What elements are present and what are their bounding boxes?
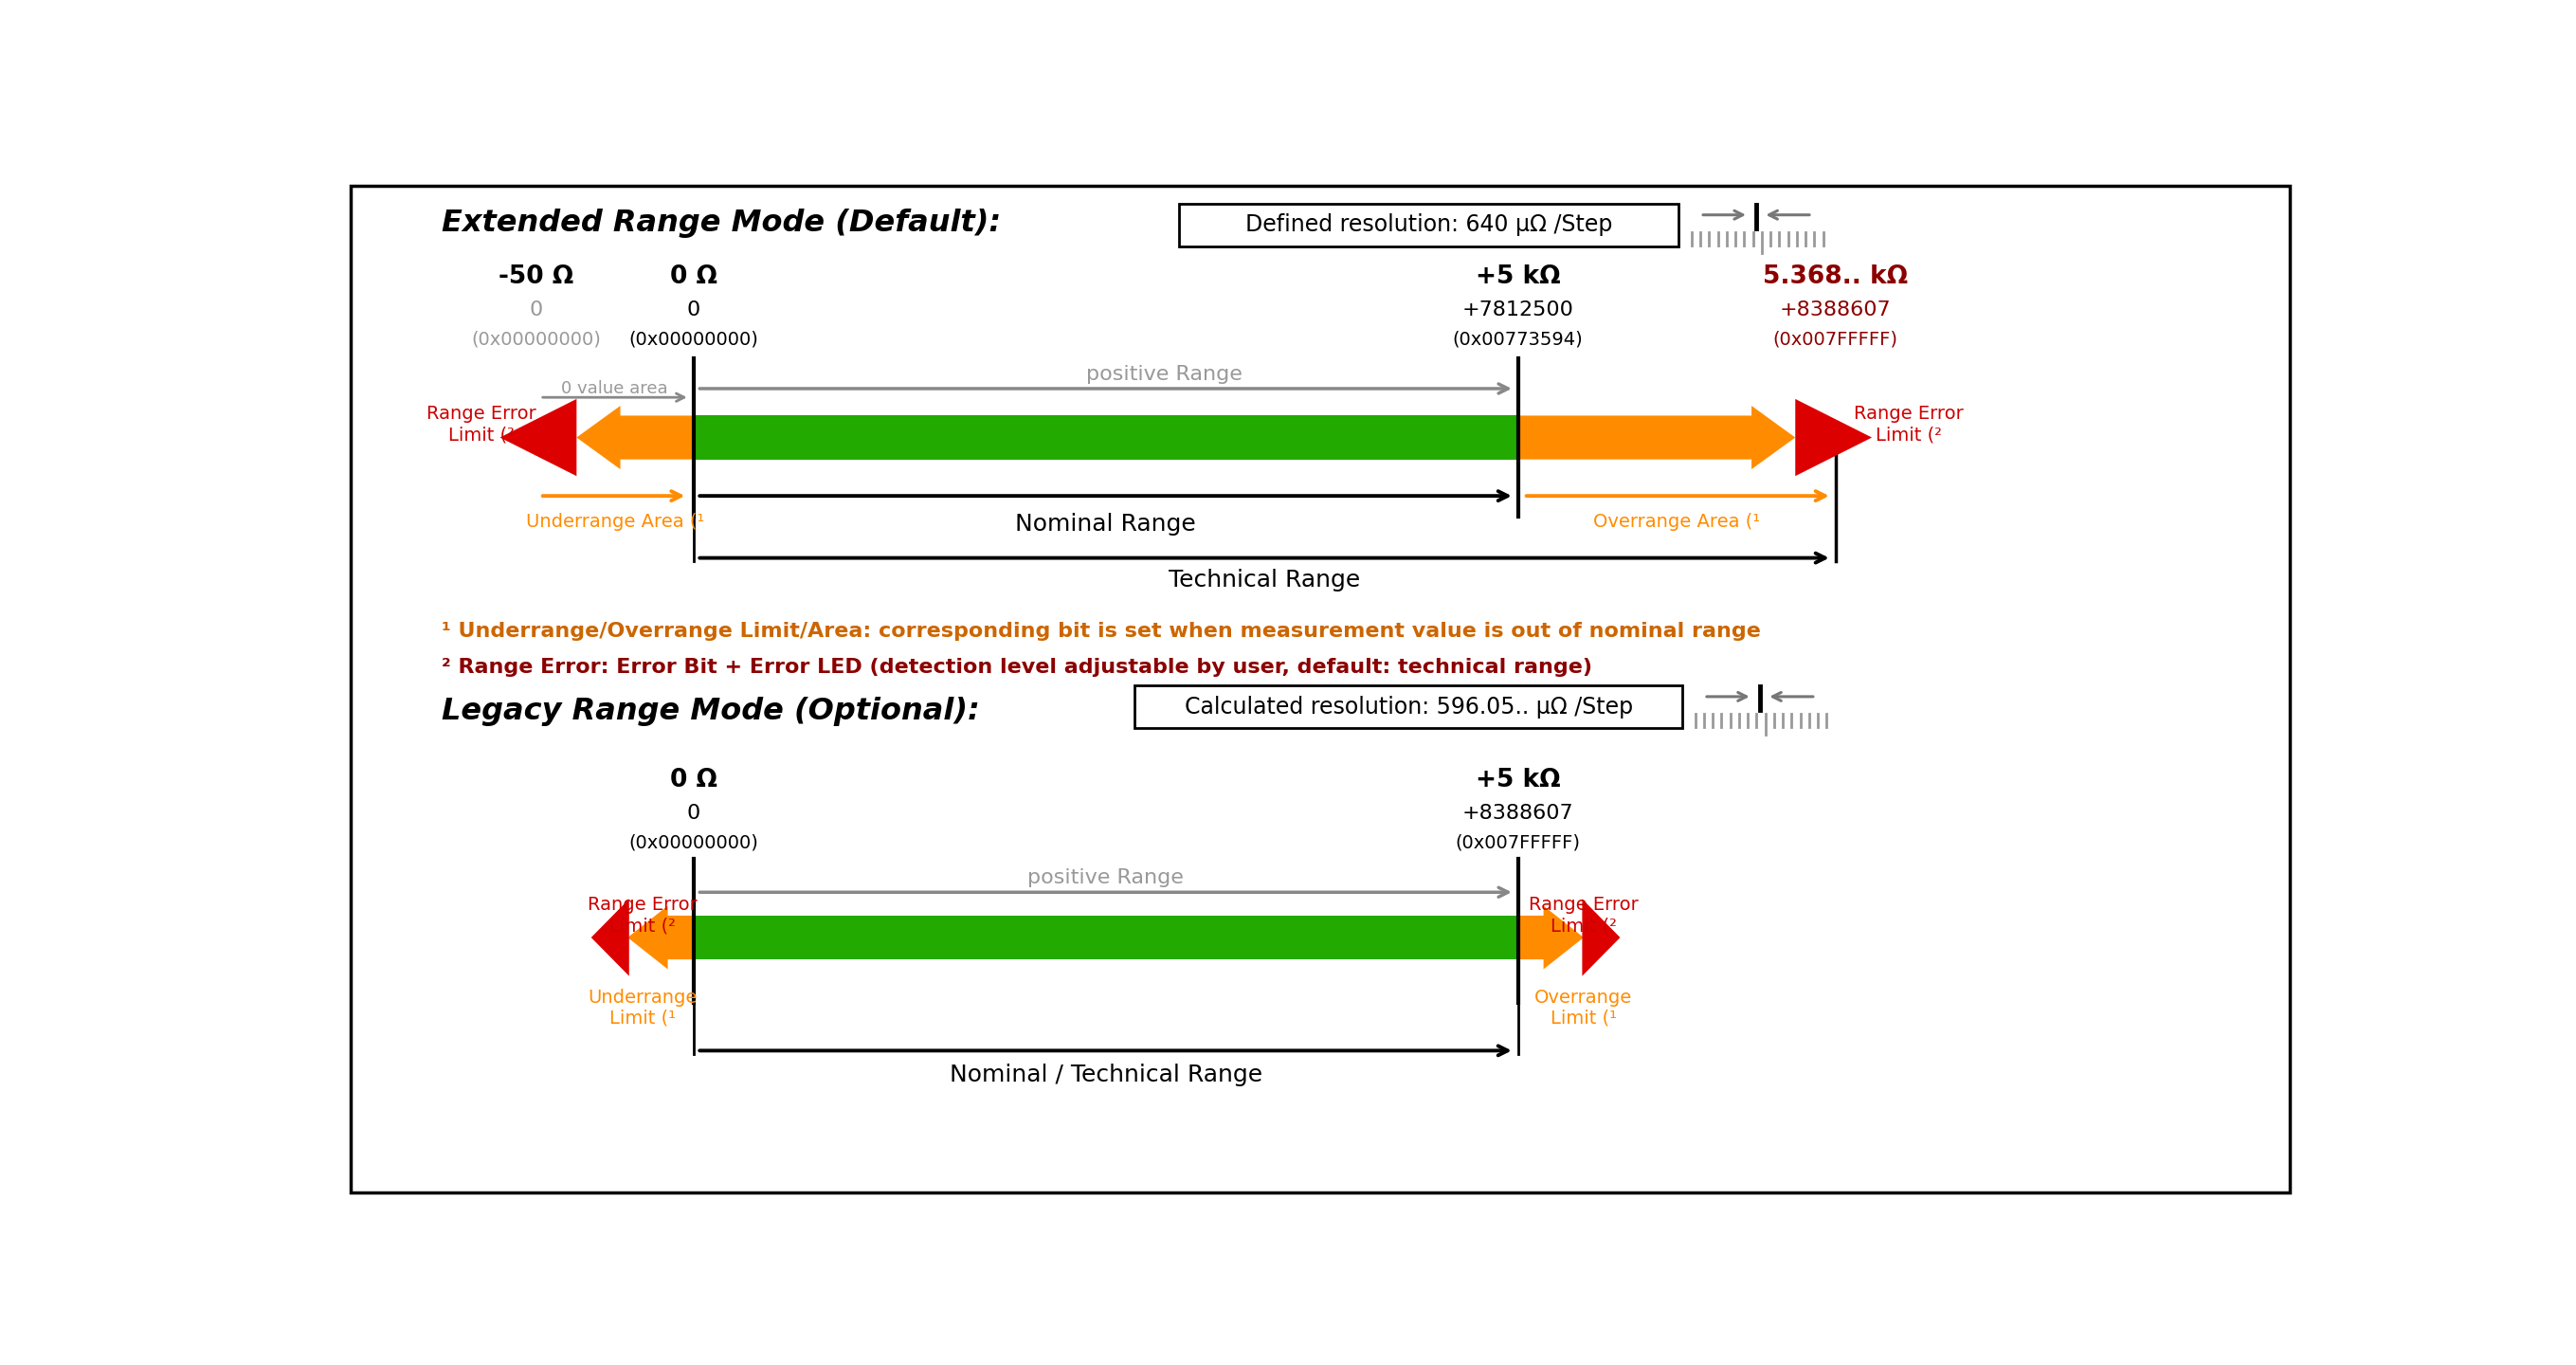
Text: (0x007FFFFF): (0x007FFFFF) [1772,330,1899,348]
FancyArrow shape [1517,405,1795,470]
Text: 0: 0 [531,300,544,319]
Polygon shape [1582,900,1620,976]
Text: +5 kΩ: +5 kΩ [1476,768,1561,793]
Text: 0 Ω: 0 Ω [670,768,716,793]
Text: (0x00000000): (0x00000000) [629,834,757,852]
FancyArrow shape [629,906,693,969]
Text: +5 kΩ: +5 kΩ [1476,265,1561,289]
Bar [1180,203,1680,246]
Text: 0 Ω: 0 Ω [670,265,716,289]
Text: +7812500: +7812500 [1463,300,1574,319]
Polygon shape [1795,399,1873,476]
Text: (0x007FFFFF): (0x007FFFFF) [1455,834,1582,852]
Text: positive Range: positive Range [1087,364,1242,384]
Text: 5.368.. kΩ: 5.368.. kΩ [1762,265,1909,289]
Text: 0 value area: 0 value area [562,379,667,397]
Text: Range Error
Limit (²: Range Error Limit (² [1528,897,1638,935]
Bar [693,415,1517,460]
Bar [693,916,1517,960]
Text: Overrange Area (¹: Overrange Area (¹ [1592,513,1759,531]
Text: -50 Ω: -50 Ω [500,265,574,289]
Text: Underrange
Limit (¹: Underrange Limit (¹ [587,988,698,1028]
Text: ¹ Underrange/Overrange Limit/Area: corresponding bit is set when measurement val: ¹ Underrange/Overrange Limit/Area: corre… [440,621,1762,640]
Bar [1136,685,1682,728]
Text: Range Error
Limit (²: Range Error Limit (² [1855,405,1963,444]
FancyArrow shape [1517,906,1584,969]
Text: 0: 0 [688,300,701,319]
Text: Range Error
Limit (²: Range Error Limit (² [587,897,698,935]
Text: Calculated resolution: 596.05.. μΩ /Step: Calculated resolution: 596.05.. μΩ /Step [1185,695,1633,718]
FancyArrow shape [577,405,693,470]
Text: Extended Range Mode (Default):: Extended Range Mode (Default): [440,209,1002,239]
Polygon shape [500,399,577,476]
Text: +8388607: +8388607 [1463,804,1574,823]
Text: Nominal / Technical Range: Nominal / Technical Range [948,1063,1262,1087]
Text: Nominal Range: Nominal Range [1015,513,1195,535]
Text: ² Range Error: Error Bit + Error LED (detection level adjustable by user, defaul: ² Range Error: Error Bit + Error LED (de… [440,658,1592,677]
Text: Defined resolution: 640 μΩ /Step: Defined resolution: 640 μΩ /Step [1244,214,1613,236]
Text: Technical Range: Technical Range [1170,569,1360,591]
Text: (0x00000000): (0x00000000) [471,330,600,348]
Text: (0x00000000): (0x00000000) [629,330,757,348]
Text: positive Range: positive Range [1028,868,1185,887]
Polygon shape [590,900,629,976]
Text: Overrange
Limit (¹: Overrange Limit (¹ [1535,988,1633,1028]
Text: (0x00773594): (0x00773594) [1453,330,1584,348]
Text: Underrange Area (¹: Underrange Area (¹ [526,513,703,531]
Text: Legacy Range Mode (Optional):: Legacy Range Mode (Optional): [440,696,979,726]
Text: Range Error
Limit (²: Range Error Limit (² [428,405,536,444]
Text: +8388607: +8388607 [1780,300,1891,319]
Text: 0: 0 [688,804,701,823]
